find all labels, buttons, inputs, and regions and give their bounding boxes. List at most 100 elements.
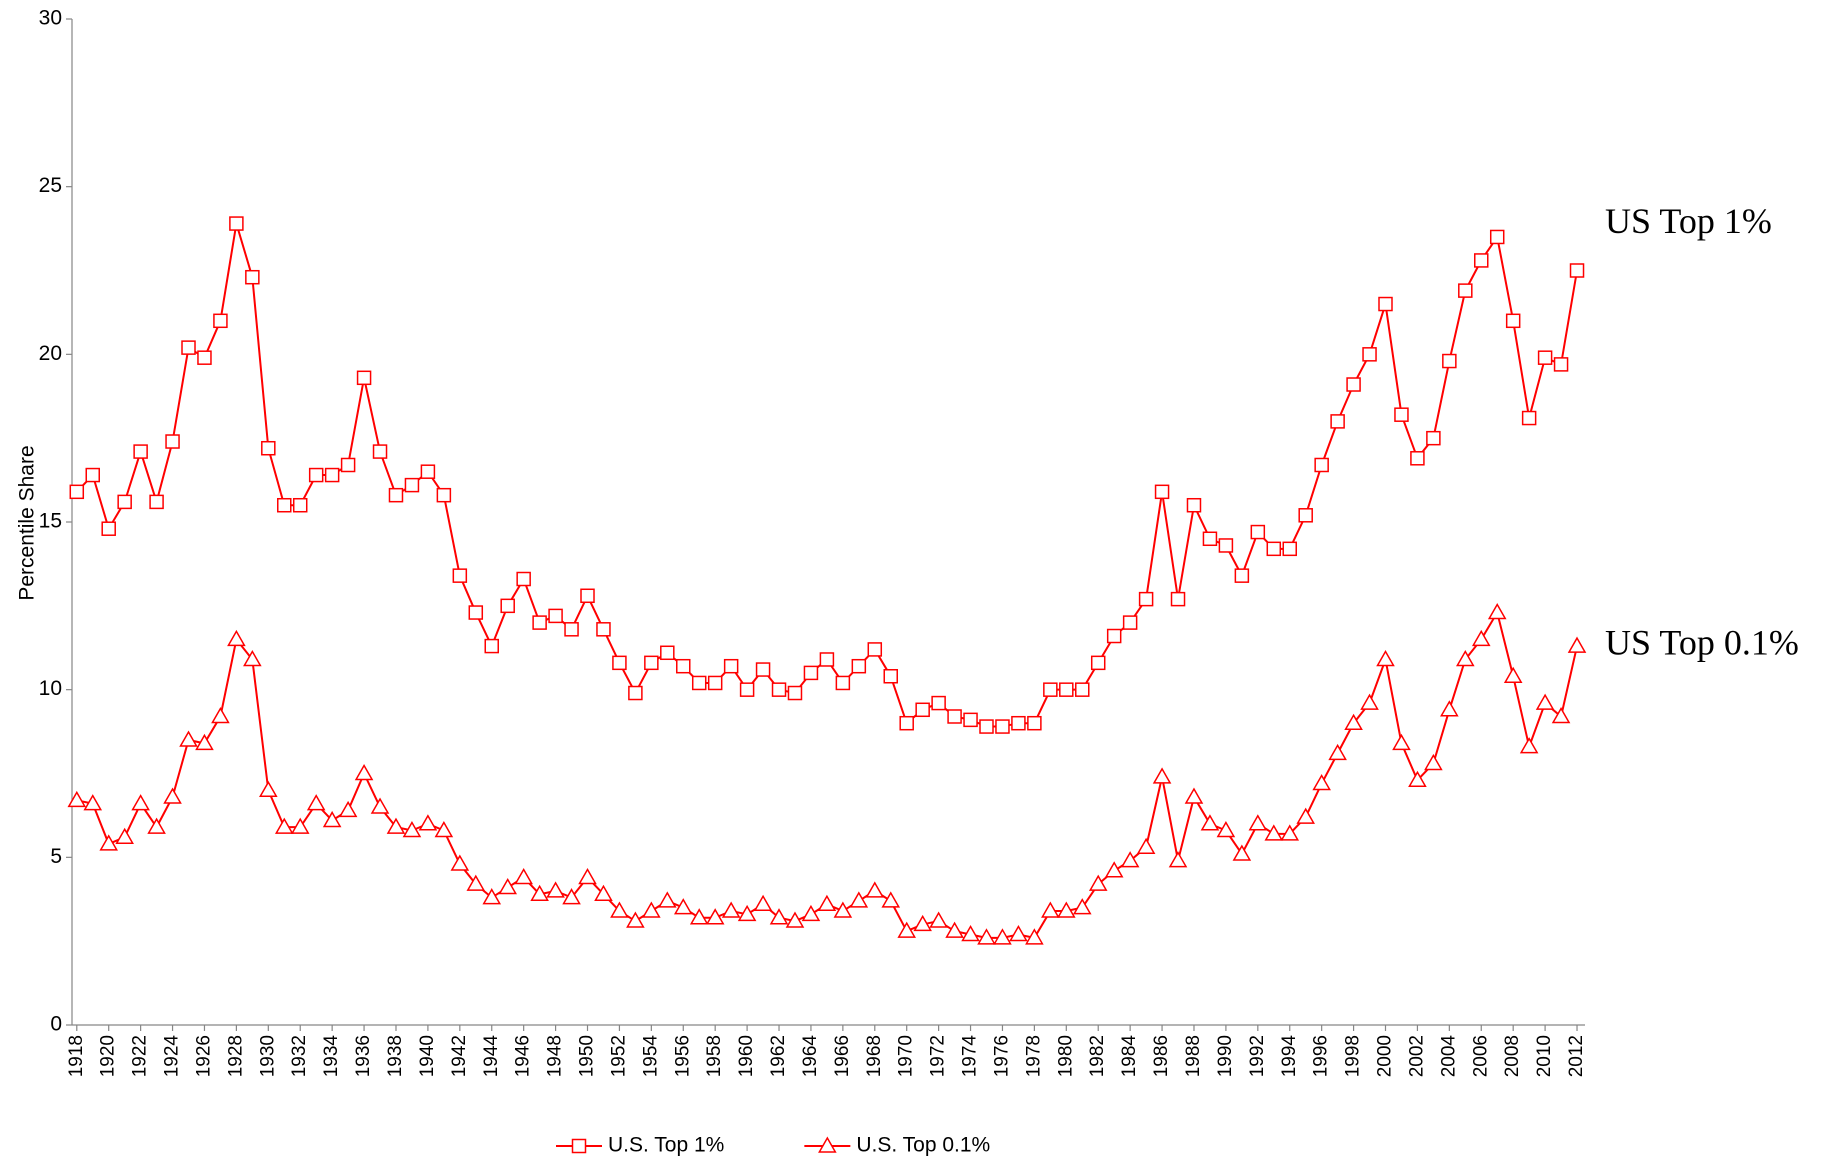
legend-marker (818, 1136, 837, 1153)
point (1298, 508, 1313, 523)
x-tick-label: 1940 (417, 1035, 438, 1077)
x-tick-label: 1972 (928, 1035, 949, 1077)
point (514, 867, 533, 885)
point (211, 706, 230, 724)
point (530, 884, 549, 901)
point (612, 655, 627, 671)
legend-marker (571, 1138, 587, 1154)
point (1234, 568, 1250, 583)
point (1312, 774, 1331, 791)
x-tick-label: 2008 (1502, 1035, 1523, 1077)
y-tick-label: 0 (50, 1013, 62, 1036)
point (913, 914, 932, 932)
point (117, 494, 132, 510)
point (1152, 767, 1172, 784)
point (213, 313, 228, 329)
point (819, 652, 835, 667)
point (1535, 693, 1555, 710)
point (1248, 814, 1268, 831)
point (1104, 861, 1124, 878)
point (69, 484, 85, 500)
point (564, 622, 579, 637)
point (418, 814, 438, 831)
point (147, 817, 166, 834)
point (83, 794, 103, 811)
point (402, 820, 422, 838)
series-line (76, 223, 1579, 728)
x-tick-label: 1942 (449, 1035, 470, 1077)
point (1537, 350, 1553, 365)
point (434, 820, 454, 838)
point (1170, 591, 1186, 607)
point (947, 709, 962, 724)
point (484, 638, 499, 654)
x-tick-label: 1956 (672, 1035, 693, 1077)
x-tick-label: 1968 (864, 1035, 885, 1077)
point (1503, 666, 1523, 684)
point (133, 444, 148, 459)
point (610, 901, 629, 918)
point (801, 904, 821, 922)
point (899, 715, 914, 731)
x-tick-label: 1944 (481, 1035, 502, 1078)
x-tick-label: 1964 (800, 1035, 821, 1078)
point (1216, 820, 1236, 838)
point (993, 928, 1012, 945)
point (245, 269, 260, 285)
point (181, 340, 196, 355)
point (1136, 837, 1156, 855)
point (452, 568, 468, 583)
point (1280, 824, 1300, 841)
point (1394, 407, 1409, 422)
point (356, 370, 372, 386)
point (1282, 541, 1297, 557)
point (1090, 655, 1106, 671)
point (817, 894, 837, 912)
x-tick-label: 1938 (385, 1035, 406, 1077)
point (340, 457, 356, 473)
x-tick-label: 2004 (1438, 1035, 1459, 1078)
point (1440, 700, 1459, 717)
point (1041, 901, 1060, 918)
point (1200, 814, 1220, 831)
point (1408, 770, 1427, 787)
x-tick-label: 1976 (991, 1035, 1012, 1077)
point (945, 921, 964, 938)
point (1122, 615, 1138, 630)
point (468, 605, 484, 620)
point (1392, 733, 1411, 751)
x-tick-label: 1988 (1183, 1035, 1204, 1077)
point (306, 794, 326, 811)
x-tick-label: 1986 (1151, 1035, 1172, 1077)
x-tick-label: 1962 (768, 1035, 789, 1077)
point (642, 901, 661, 918)
point (707, 675, 723, 691)
x-tick-label: 1920 (98, 1035, 119, 1077)
point (290, 817, 310, 834)
point (436, 487, 452, 503)
point (165, 434, 180, 449)
point (1057, 901, 1076, 918)
point (259, 780, 278, 798)
point (498, 878, 517, 895)
point (803, 665, 819, 681)
point (308, 467, 324, 483)
point (897, 921, 916, 938)
point (851, 658, 867, 674)
point (229, 216, 244, 231)
point (324, 467, 340, 483)
point (961, 924, 980, 942)
point (1378, 296, 1393, 312)
x-tick-label: 1998 (1343, 1035, 1364, 1077)
point (85, 467, 100, 483)
point (833, 901, 853, 918)
point (673, 898, 693, 915)
x-tick-label: 1974 (960, 1035, 981, 1078)
point (1376, 649, 1395, 667)
point (67, 790, 87, 808)
point (1487, 603, 1507, 620)
point (1186, 497, 1202, 513)
point (771, 682, 787, 697)
point (644, 655, 659, 671)
